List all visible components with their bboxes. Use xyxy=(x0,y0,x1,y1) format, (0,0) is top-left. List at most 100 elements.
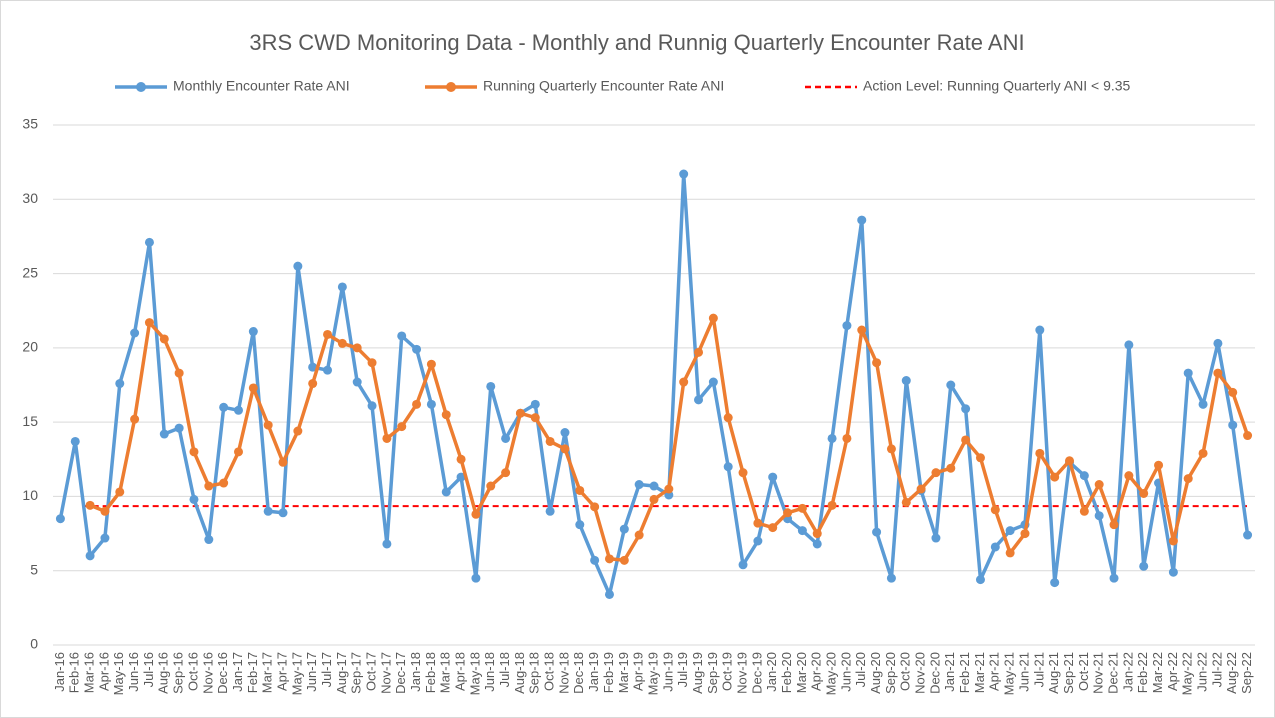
x-tick-label: Jul-19 xyxy=(675,652,690,687)
x-tick-label: Aug-17 xyxy=(334,652,349,694)
x-tick-label: Jun-19 xyxy=(660,652,675,692)
x-tick-label: Sep-22 xyxy=(1239,652,1254,694)
y-tick-label: 10 xyxy=(22,487,38,503)
legend-label: Monthly Encounter Rate ANI xyxy=(173,78,350,94)
point xyxy=(85,551,95,561)
point xyxy=(144,318,154,328)
y-tick-label: 35 xyxy=(22,116,38,132)
point xyxy=(946,380,956,390)
x-tick-label: Oct-16 xyxy=(185,652,200,691)
point xyxy=(130,414,140,424)
point xyxy=(797,526,807,536)
point xyxy=(545,436,555,446)
point xyxy=(1005,548,1015,558)
y-tick-label: 20 xyxy=(22,339,38,355)
x-tick-label: Jan-16 xyxy=(52,652,67,692)
x-tick-label: Apr-20 xyxy=(809,652,824,691)
x-tick-label: Oct-21 xyxy=(1076,652,1091,691)
point xyxy=(768,472,778,482)
x-tick-label: Nov-16 xyxy=(200,652,215,694)
point xyxy=(367,401,377,411)
point xyxy=(1243,431,1253,441)
x-tick-label: Apr-17 xyxy=(274,652,289,691)
x-tick-label: Apr-22 xyxy=(1165,652,1180,691)
point xyxy=(397,422,407,432)
point xyxy=(1079,506,1089,516)
point xyxy=(308,379,318,389)
x-tick-label: Feb-22 xyxy=(1135,652,1150,693)
point xyxy=(233,405,243,415)
point xyxy=(1198,399,1208,409)
x-tick-label: Mar-19 xyxy=(616,652,631,693)
x-tick-label: Feb-17 xyxy=(245,652,260,693)
legend-label: Running Quarterly Encounter Rate ANI xyxy=(483,78,724,94)
point xyxy=(486,381,496,391)
point xyxy=(130,328,140,338)
x-tick-label: Aug-16 xyxy=(156,652,171,694)
point xyxy=(1035,325,1045,335)
x-tick-label: Feb-19 xyxy=(601,652,616,693)
point xyxy=(975,453,985,463)
point xyxy=(946,463,956,473)
point xyxy=(738,468,748,478)
x-tick-label: Jul-18 xyxy=(497,652,512,687)
point xyxy=(323,365,333,375)
point xyxy=(560,444,570,454)
point xyxy=(174,423,184,433)
x-tick-label: Sep-16 xyxy=(171,652,186,694)
point xyxy=(323,329,333,339)
x-tick-label: Jan-20 xyxy=(764,652,779,692)
x-tick-label: Aug-20 xyxy=(868,652,883,694)
point xyxy=(70,436,80,446)
x-tick-label: Oct-18 xyxy=(542,652,557,691)
point xyxy=(1094,511,1104,521)
y-tick-label: 5 xyxy=(30,561,38,577)
point xyxy=(248,327,258,337)
point xyxy=(590,555,600,565)
point xyxy=(560,428,570,438)
x-tick-label: May-17 xyxy=(289,652,304,695)
point xyxy=(857,325,867,335)
point xyxy=(753,518,763,528)
x-tick-label: Dec-17 xyxy=(393,652,408,694)
point xyxy=(486,481,496,491)
x-tick-label: May-20 xyxy=(824,652,839,695)
x-tick-label: Jul-20 xyxy=(853,652,868,687)
x-tick-label: Dec-18 xyxy=(571,652,586,694)
point xyxy=(219,402,229,412)
point xyxy=(1124,340,1134,350)
point xyxy=(85,500,95,510)
y-tick-label: 15 xyxy=(22,413,38,429)
x-tick-label: Jul-16 xyxy=(141,652,156,687)
point xyxy=(1139,488,1149,498)
point xyxy=(1139,561,1149,571)
x-tick-label: May-21 xyxy=(1002,652,1017,695)
point xyxy=(1198,448,1208,458)
x-tick-label: Dec-20 xyxy=(927,652,942,694)
point xyxy=(842,433,852,443)
point xyxy=(619,555,629,565)
point xyxy=(723,413,733,423)
x-tick-label: Jan-19 xyxy=(586,652,601,692)
point xyxy=(1213,338,1223,348)
point xyxy=(708,313,718,323)
point xyxy=(842,321,852,331)
point xyxy=(827,500,837,510)
point xyxy=(55,514,65,524)
point xyxy=(233,447,243,457)
point xyxy=(1020,529,1030,539)
point xyxy=(1109,573,1119,583)
x-tick-label: Jul-17 xyxy=(319,652,334,687)
point xyxy=(293,261,303,271)
point xyxy=(441,410,451,420)
chart-title: 3RS CWD Monitoring Data - Monthly and Ru… xyxy=(249,30,1024,55)
point xyxy=(649,494,659,504)
legend-marker xyxy=(136,82,146,92)
point xyxy=(278,508,288,518)
point xyxy=(204,481,214,491)
point xyxy=(664,484,674,494)
point xyxy=(337,282,347,292)
point xyxy=(797,503,807,513)
